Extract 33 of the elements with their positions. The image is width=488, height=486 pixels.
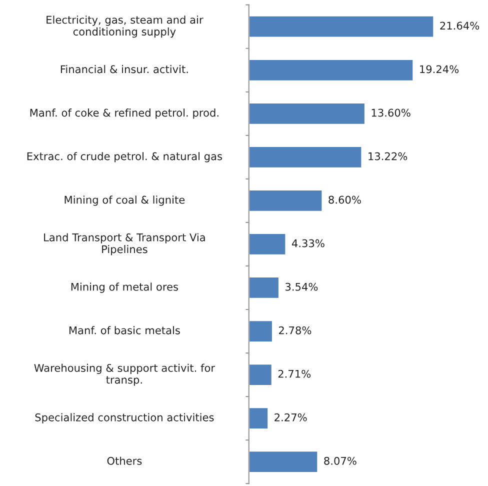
data-label: 21.64% bbox=[440, 22, 480, 30]
data-label: 8.60% bbox=[328, 196, 361, 204]
y-tick-label: Others bbox=[107, 456, 142, 465]
y-tick-label: Land Transport & Transport Via Pipelines bbox=[44, 233, 205, 256]
bar bbox=[248, 58, 414, 82]
bar bbox=[248, 232, 287, 256]
bar bbox=[248, 320, 274, 343]
data-label: 2.78% bbox=[278, 326, 312, 334]
bar bbox=[248, 15, 435, 38]
data-label: 2.27% bbox=[274, 413, 307, 422]
data-label: 13.60% bbox=[372, 108, 410, 117]
bar bbox=[248, 146, 363, 169]
y-tick-label: Mining of coal & lignite bbox=[64, 196, 185, 206]
data-label: 8.07% bbox=[324, 456, 356, 465]
data-label: 19.24% bbox=[420, 65, 459, 74]
data-label: 2.71% bbox=[278, 370, 311, 378]
data-label: 4.33% bbox=[292, 239, 324, 248]
bar bbox=[248, 102, 366, 126]
y-tick-label: Extrac. of crude petrol. & natural gas bbox=[27, 152, 222, 162]
data-label: 13.22% bbox=[368, 152, 408, 160]
y-tick-label: Financial & insur. activit. bbox=[60, 65, 188, 74]
bar bbox=[248, 450, 319, 474]
bar bbox=[248, 276, 280, 300]
y-tick-label: Manf. of coke & refined petrol. prod. bbox=[30, 108, 218, 119]
bar bbox=[248, 406, 269, 430]
data-label: 3.54% bbox=[286, 282, 318, 291]
y-tick-label: Warehousing & support activit. for transp. bbox=[34, 364, 216, 386]
y-tick-label: Manf. of basic metals bbox=[69, 326, 180, 334]
y-tick-label: Mining of metal ores bbox=[71, 282, 178, 293]
bar bbox=[248, 363, 273, 386]
y-tick-label: Specialized construction activities bbox=[35, 413, 214, 424]
bar bbox=[248, 189, 324, 212]
y-tick-label: Electricity, gas, steam and air conditioning supply bbox=[46, 16, 204, 38]
